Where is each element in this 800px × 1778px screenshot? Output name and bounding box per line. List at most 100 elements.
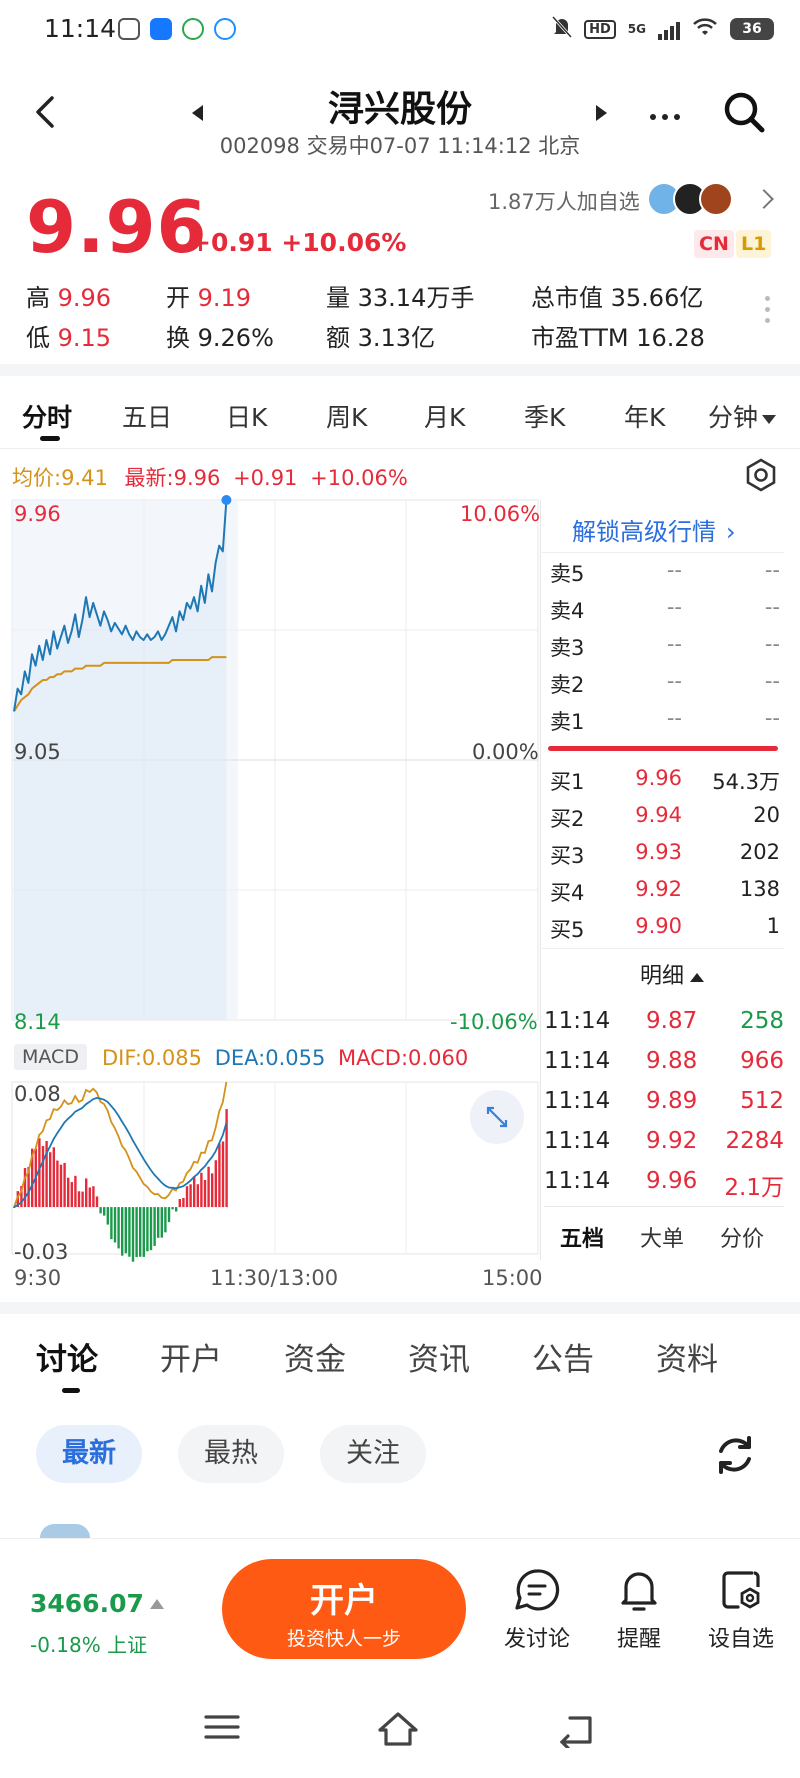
macd-bottom-label: -0.03 — [14, 1240, 69, 1264]
tab-big-orders[interactable]: 大单 — [640, 1227, 685, 1252]
avg-line — [13, 656, 227, 712]
tick-price: 9.88 — [646, 1048, 698, 1074]
tick-qty: 966 — [740, 1048, 784, 1074]
unlock-advanced-quotes-link[interactable]: 解锁高级行情 › — [572, 512, 736, 547]
ask-row: 卖4 -- -- — [548, 595, 784, 631]
tick-time: 11:14 — [544, 1128, 611, 1154]
ask-label: 卖4 — [550, 599, 585, 623]
macd-bar — [67, 1177, 70, 1208]
macd-bar — [31, 1148, 34, 1208]
tick-price: 9.87 — [646, 1008, 698, 1034]
tab-announcements[interactable]: 公告 — [532, 1342, 594, 1378]
follower-avatars[interactable] — [647, 182, 733, 216]
cn-tag: CN — [694, 230, 734, 258]
bid-volume: 20 — [753, 803, 780, 827]
more-options-icon[interactable] — [650, 114, 680, 120]
caret-up-icon — [690, 972, 705, 982]
price-alert-label: 提醒 — [616, 1627, 661, 1652]
tick-price: 9.96 — [646, 1168, 698, 1194]
avatar — [699, 182, 733, 216]
bid-volume: 202 — [739, 840, 780, 864]
post-discussion-button[interactable]: 发讨论 — [492, 1567, 582, 1653]
tab-weekly-k[interactable]: 周K — [326, 403, 368, 432]
book-divider — [542, 552, 784, 553]
expand-chart-icon[interactable] — [470, 1090, 524, 1144]
unlock-label: 解锁高级行情 — [572, 518, 716, 546]
price-area-fill — [14, 500, 227, 1020]
chevron-right-icon[interactable] — [754, 189, 774, 209]
bid-row: 买1 9.96 54.3万 — [548, 766, 784, 802]
macd-top-label: 0.08 — [14, 1082, 61, 1106]
open-account-button[interactable]: 开户 投资快人一步 — [222, 1559, 466, 1659]
ask-volume: -- — [764, 632, 780, 656]
system-nav-bar — [0, 1680, 800, 1778]
back-nav-icon[interactable] — [556, 1710, 596, 1748]
ask-price: -- — [666, 669, 682, 693]
tab-quarterly-k[interactable]: 季K — [524, 403, 566, 432]
tab-minutes[interactable]: 分钟 — [708, 398, 777, 434]
refresh-icon[interactable] — [712, 1432, 758, 1478]
l1-tag: L1 — [736, 230, 772, 258]
index-value[interactable]: 3466.07 — [30, 1589, 144, 1618]
ask-label: 卖1 — [550, 710, 585, 734]
filter-hottest[interactable]: 最热 — [178, 1425, 284, 1483]
ask-label: 卖3 — [550, 636, 585, 660]
macd-lines — [13, 1081, 228, 1208]
tab-price-distribution[interactable]: 分价 — [720, 1227, 765, 1252]
index-change: -0.18% 上证 — [30, 1633, 148, 1657]
tick-price: 9.92 — [646, 1128, 698, 1154]
tabs-divider — [0, 448, 800, 449]
macd-bar — [207, 1166, 210, 1208]
intraday-chart[interactable] — [0, 490, 800, 1280]
indicator-selector[interactable]: MACD — [14, 1044, 87, 1070]
macd-bar — [171, 1207, 174, 1210]
tab-five-levels[interactable]: 五档 — [560, 1227, 605, 1252]
tab-open-account[interactable]: 开户 — [160, 1342, 222, 1378]
menu-icon[interactable] — [202, 1710, 242, 1744]
bid-price: 9.93 — [635, 840, 682, 864]
stat-volume: 量 33.14万手 — [326, 284, 475, 312]
stat-low-label: 低 — [26, 324, 50, 352]
followers-count[interactable]: 1.87万人加自选 — [488, 190, 640, 214]
filter-following[interactable]: 关注 — [320, 1425, 426, 1483]
add-watchlist-button[interactable]: 设自选 — [696, 1567, 786, 1653]
home-icon[interactable] — [376, 1710, 420, 1748]
next-stock-icon[interactable] — [596, 105, 607, 121]
tick-time: 11:14 — [544, 1048, 611, 1074]
section-divider — [0, 1302, 800, 1314]
price-alert-button[interactable]: 提醒 — [594, 1567, 684, 1653]
search-icon[interactable] — [722, 90, 766, 134]
expand-stats-icon[interactable] — [765, 296, 770, 323]
macd-bar — [81, 1191, 84, 1208]
macd-dif-label: DIF:0.085 — [102, 1046, 203, 1070]
app-notification-icon — [118, 18, 140, 40]
tick-time: 11:14 — [544, 1008, 611, 1034]
x-tick-open: 9:30 — [14, 1266, 62, 1290]
macd-info-line: DIF:0.085 DEA:0.055 MACD:0.060 — [102, 1046, 468, 1070]
tab-discussion[interactable]: 讨论 — [36, 1342, 98, 1378]
trade-detail-toggle[interactable]: 明细 — [640, 958, 705, 990]
prev-stock-icon[interactable] — [192, 105, 203, 121]
filter-latest[interactable]: 最新 — [36, 1425, 142, 1483]
tab-daily-k[interactable]: 日K — [226, 403, 268, 432]
tab-funds[interactable]: 资金 — [284, 1342, 346, 1378]
trade-tick-row: 11:14 9.87 258 — [544, 1008, 784, 1048]
chart-settings-icon[interactable] — [744, 458, 778, 492]
tab-monthly-k[interactable]: 月K — [424, 403, 466, 432]
tick-price: 9.89 — [646, 1088, 698, 1114]
stat-market-cap: 总市值 35.66亿 — [531, 284, 704, 312]
y-bottom-price: 8.14 — [14, 1010, 61, 1034]
macd-dea-label: DEA:0.055 — [214, 1046, 326, 1070]
macd-bar — [189, 1184, 192, 1208]
stock-name: 浔兴股份 — [327, 89, 472, 130]
tab-profile[interactable]: 资料 — [656, 1342, 718, 1378]
stat-open: 开 9.19 — [166, 278, 251, 313]
y-top-pct: 10.06% — [460, 502, 541, 526]
tab-news[interactable]: 资讯 — [408, 1342, 470, 1378]
back-arrow-icon[interactable] — [28, 92, 68, 132]
alipay-icon — [150, 18, 172, 40]
tab-intraday[interactable]: 分时 — [22, 403, 73, 432]
macd-bar — [200, 1172, 203, 1208]
tab-yearly-k[interactable]: 年K — [624, 403, 666, 432]
tab-five-day[interactable]: 五日 — [122, 403, 173, 432]
